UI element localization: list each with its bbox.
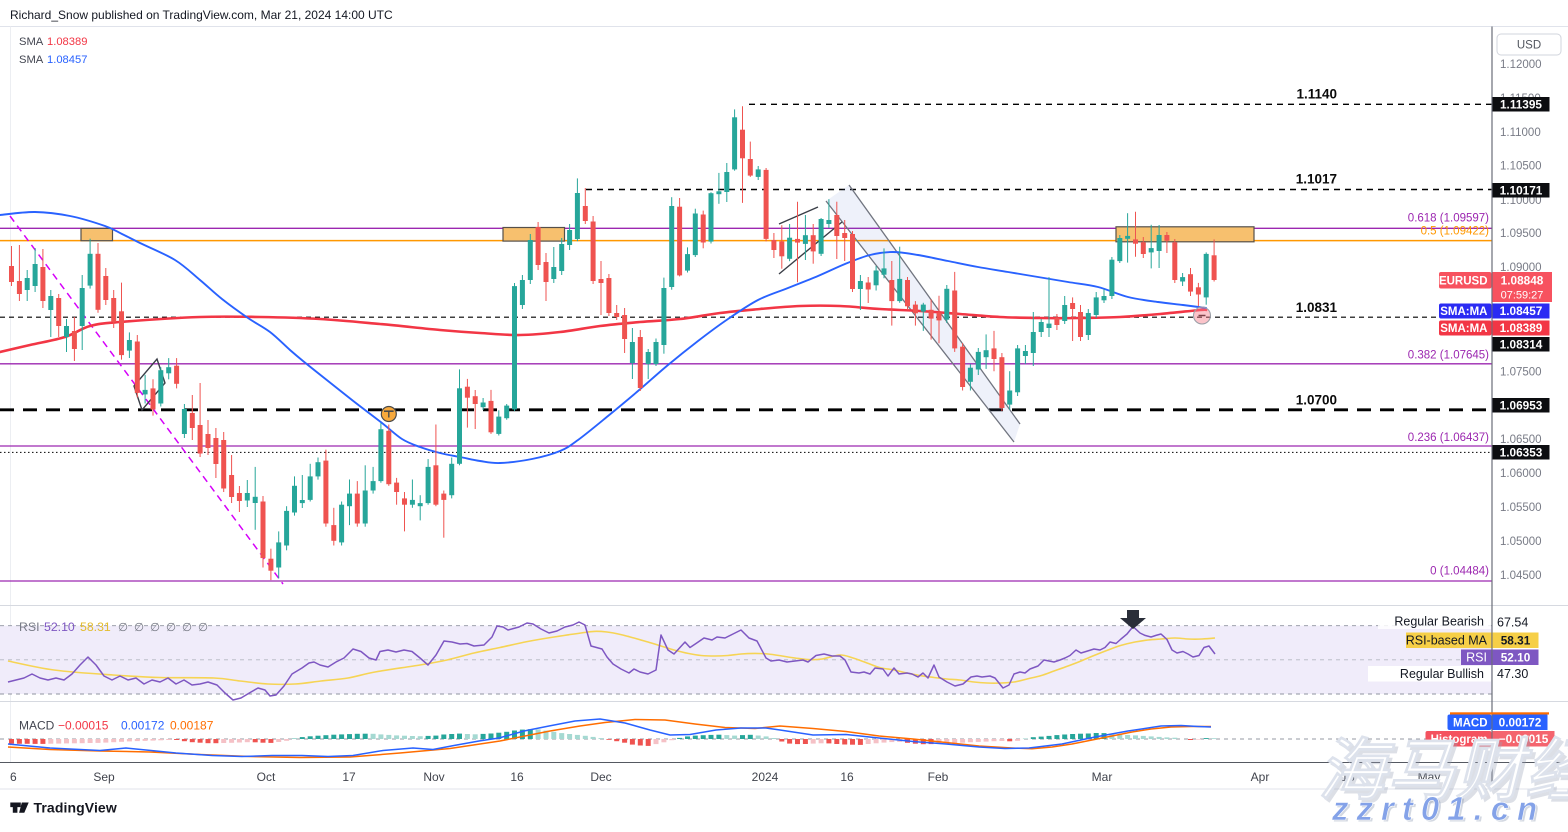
svg-text:1.08389: 1.08389 [1500, 321, 1543, 335]
svg-text:May: May [1418, 770, 1441, 784]
svg-text:0 (1.04484): 0 (1.04484) [1430, 566, 1489, 578]
svg-text:1.04500: 1.04500 [1500, 570, 1542, 582]
svg-text:SMA: SMA [19, 54, 44, 66]
svg-text:Regular Bullish: Regular Bullish [1400, 667, 1484, 681]
svg-text:47.30: 47.30 [1497, 667, 1528, 681]
svg-text:RSI-based MA: RSI-based MA [1406, 634, 1488, 648]
svg-text:1.08389: 1.08389 [47, 36, 87, 48]
svg-text:MACD: MACD [19, 719, 55, 733]
svg-text:1.06353: 1.06353 [1500, 445, 1543, 459]
svg-text:SMA:MA: SMA:MA [1440, 306, 1487, 318]
svg-text:0.618 (1.09597): 0.618 (1.09597) [1408, 213, 1489, 225]
svg-text:海马财经: 海马财经 [1318, 733, 1568, 809]
svg-text:07:59:27: 07:59:27 [1501, 290, 1544, 302]
svg-text:1.1140: 1.1140 [1296, 87, 1337, 102]
svg-text:1.12000: 1.12000 [1500, 59, 1542, 71]
svg-text:∅: ∅ [198, 622, 208, 634]
svg-text:0.236 (1.06437): 0.236 (1.06437) [1408, 432, 1489, 444]
svg-text:SMA: SMA [19, 36, 44, 48]
svg-text:1.11395: 1.11395 [1500, 98, 1542, 112]
svg-text:0.5 (1.09422): 0.5 (1.09422) [1421, 226, 1490, 238]
svg-text:1.06000: 1.06000 [1500, 468, 1542, 480]
svg-text:−0.00015: −0.00015 [58, 719, 109, 733]
svg-text:RSI: RSI [19, 620, 40, 634]
svg-text:1.10000: 1.10000 [1500, 195, 1542, 207]
svg-text:1.11000: 1.11000 [1500, 127, 1541, 139]
svg-text:0.00172: 0.00172 [121, 719, 165, 733]
svg-text:zzrt01.cn: zzrt01.cn [1333, 792, 1547, 828]
svg-text:1.10500: 1.10500 [1500, 161, 1542, 173]
svg-text:0.382 (1.07645): 0.382 (1.07645) [1408, 349, 1489, 361]
svg-text:52.10: 52.10 [44, 620, 75, 634]
svg-text:MACD: MACD [1453, 718, 1488, 730]
svg-text:Histogram: Histogram [1431, 734, 1488, 746]
svg-text:16: 16 [840, 770, 854, 784]
svg-text:1.09500: 1.09500 [1500, 228, 1542, 240]
svg-text:1.08848: 1.08848 [1501, 274, 1544, 288]
svg-text:海马财经: 海马财经 [1321, 736, 1568, 812]
svg-text:1.08457: 1.08457 [1500, 304, 1543, 318]
svg-text:1.05000: 1.05000 [1500, 536, 1542, 548]
svg-text:1.10171: 1.10171 [1500, 183, 1543, 197]
svg-text:EURUSD: EURUSD [1439, 275, 1488, 287]
svg-text:Feb: Feb [928, 770, 949, 784]
svg-text:58.31: 58.31 [80, 620, 111, 634]
svg-text:1.08457: 1.08457 [47, 54, 87, 66]
svg-text:1.07500: 1.07500 [1500, 367, 1542, 379]
svg-text:6: 6 [10, 770, 17, 784]
svg-text:16: 16 [1341, 770, 1355, 784]
svg-text:∅: ∅ [150, 622, 160, 634]
svg-text:Apr: Apr [1251, 770, 1270, 784]
svg-text:Dec: Dec [590, 770, 611, 784]
svg-text:Regular Bearish: Regular Bearish [1394, 615, 1484, 629]
svg-text:∅: ∅ [166, 622, 176, 634]
svg-text:16: 16 [510, 770, 524, 784]
svg-text:1.09000: 1.09000 [1500, 262, 1542, 274]
svg-text:58.31: 58.31 [1501, 634, 1531, 648]
svg-text:∅: ∅ [182, 622, 192, 634]
svg-text:zzrt01.cn: zzrt01.cn [1331, 790, 1545, 827]
svg-text:∅: ∅ [134, 622, 144, 634]
svg-text:17: 17 [342, 770, 356, 784]
svg-text:Richard_Snow published on Trad: Richard_Snow published on TradingView.co… [10, 8, 393, 22]
svg-text:USD: USD [1517, 40, 1541, 52]
svg-text:1.08314: 1.08314 [1500, 337, 1543, 351]
svg-text:2024: 2024 [752, 770, 779, 784]
svg-text:1.1017: 1.1017 [1296, 172, 1337, 187]
svg-text:1.06953: 1.06953 [1500, 398, 1543, 412]
svg-text:1.05500: 1.05500 [1500, 502, 1542, 514]
svg-text:RSI: RSI [1466, 651, 1487, 665]
svg-text:0.00187: 0.00187 [170, 719, 214, 733]
svg-text:1.0700: 1.0700 [1296, 393, 1337, 408]
svg-text:Mar: Mar [1092, 770, 1113, 784]
svg-text:TradingView: TradingView [34, 800, 117, 816]
svg-text:1.06500: 1.06500 [1500, 434, 1542, 446]
svg-text:0.00172: 0.00172 [1499, 716, 1542, 730]
svg-text:1.0831: 1.0831 [1296, 300, 1338, 315]
svg-text:SMA:MA: SMA:MA [1440, 323, 1487, 335]
svg-text:Oct: Oct [257, 770, 276, 784]
svg-text:Sep: Sep [93, 770, 115, 784]
svg-text:−0.00015: −0.00015 [1499, 732, 1549, 746]
svg-text:∅: ∅ [118, 622, 128, 634]
svg-text:67.54: 67.54 [1497, 616, 1528, 630]
svg-text:52.10: 52.10 [1501, 651, 1531, 665]
svg-text:Nov: Nov [423, 770, 444, 784]
